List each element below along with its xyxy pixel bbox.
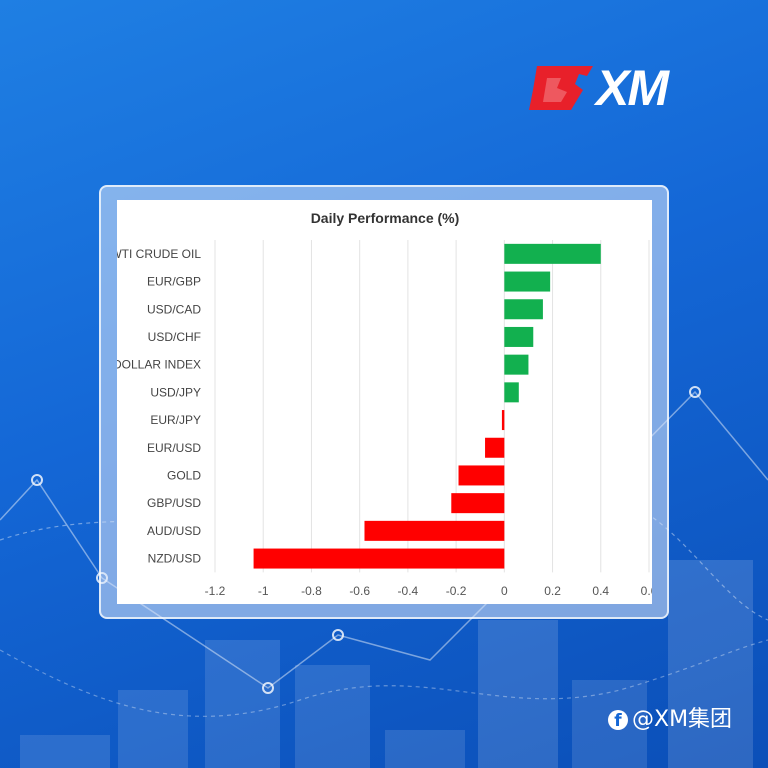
x-tick-label: -1.2 bbox=[205, 584, 226, 598]
category-label: NZD/USD bbox=[148, 552, 202, 566]
category-label: WTI CRUDE OIL bbox=[117, 247, 201, 261]
category-label: GBP/USD bbox=[147, 496, 201, 510]
bar bbox=[501, 410, 505, 431]
bar bbox=[485, 437, 505, 458]
x-tick-label: 0.6 bbox=[641, 584, 652, 598]
category-label: USD/CAD bbox=[147, 302, 201, 316]
category-label: USD/JPY bbox=[150, 385, 201, 399]
category-label: AUD/USD bbox=[147, 524, 201, 538]
bar bbox=[504, 354, 529, 375]
x-tick-label: -0.4 bbox=[398, 584, 419, 598]
category-label: DOLLAR INDEX bbox=[117, 358, 201, 372]
social-watermark: f @XM集团 bbox=[608, 705, 732, 735]
bar-chart: Daily Performance (%) -1.2 -1 -0.8 -0.6 -0.4 -… bbox=[117, 210, 652, 598]
category-label: EUR/JPY bbox=[150, 413, 201, 427]
bar bbox=[504, 243, 601, 264]
x-tick-label: -0.8 bbox=[301, 584, 322, 598]
category-label: USD/CHF bbox=[148, 330, 201, 344]
bar bbox=[504, 382, 519, 403]
x-tick-label: -0.6 bbox=[349, 584, 370, 598]
x-tick-label: 0 bbox=[501, 584, 508, 598]
x-tick-label: 0.2 bbox=[544, 584, 561, 598]
bar bbox=[458, 465, 505, 486]
x-tick-label: -1 bbox=[258, 584, 269, 598]
bar bbox=[451, 493, 505, 514]
bar bbox=[253, 548, 505, 569]
chart-plot-area: Daily Performance (%) -1.2 -1 -0.8 -0.6 -0.4 -… bbox=[117, 200, 652, 604]
bar bbox=[504, 299, 543, 320]
category-label: EUR/GBP bbox=[147, 275, 201, 289]
xm-logo-mark bbox=[529, 66, 593, 110]
chart-title: Daily Performance (%) bbox=[311, 210, 460, 226]
x-tick-label: 0.4 bbox=[592, 584, 609, 598]
bar bbox=[504, 271, 551, 292]
xm-logo-text: XM bbox=[596, 60, 669, 116]
bar bbox=[504, 326, 534, 347]
bar bbox=[364, 520, 505, 541]
watermark-handle: @XM集团 bbox=[632, 707, 733, 732]
x-tick-label: -0.2 bbox=[446, 584, 467, 598]
facebook-icon: f bbox=[608, 710, 628, 731]
category-label: GOLD bbox=[167, 468, 201, 482]
category-label: EUR/USD bbox=[147, 441, 201, 455]
